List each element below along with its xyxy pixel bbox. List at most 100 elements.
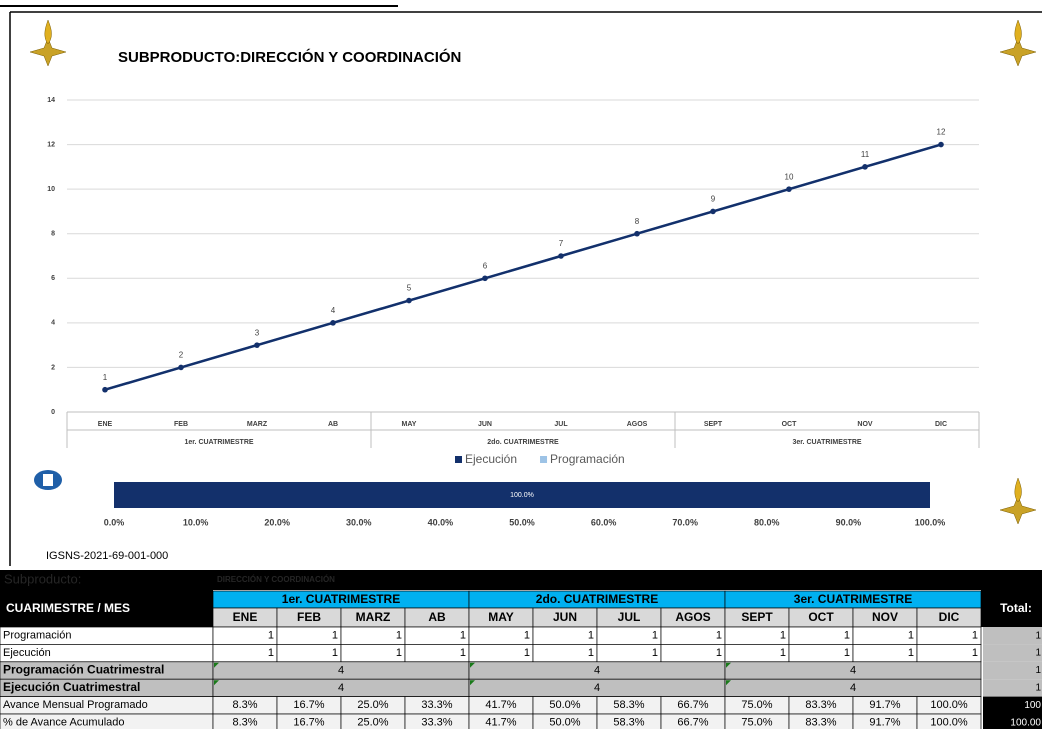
cell-value: 75.0%: [741, 699, 772, 711]
point: [862, 164, 868, 170]
row-label: Programación: [3, 630, 71, 642]
x-tick-label: 10.0%: [183, 517, 209, 527]
cell-value: 25.0%: [357, 717, 388, 729]
x-tick-label: 60.0%: [591, 517, 617, 527]
cell-value: 8.3%: [232, 717, 257, 729]
cell-value: 1: [396, 647, 402, 659]
point: [406, 297, 412, 304]
row-label: Ejecución Cuatrimestral: [3, 680, 140, 694]
cell-value: 58.3%: [613, 717, 644, 729]
cell-value: 100.0%: [930, 717, 968, 729]
logo: [999, 19, 1037, 67]
cell-value: 91.7%: [869, 717, 900, 729]
group-label: 3er. CUATRIMESTRE: [792, 439, 861, 446]
document-icon[interactable]: [34, 470, 62, 490]
cell-value: 1: [844, 630, 850, 642]
total-label: Total:: [1000, 601, 1032, 615]
cell-value: 1: [396, 630, 402, 642]
point: [482, 275, 488, 282]
cell-value: 4: [338, 664, 344, 676]
month-header-label: NOV: [872, 610, 898, 624]
data-label: 8: [635, 217, 640, 226]
x-tick-label: 90.0%: [836, 517, 862, 527]
y-tick-label: 6: [51, 275, 55, 282]
total-value: 1: [1035, 665, 1041, 676]
cell-marker: [214, 680, 219, 686]
month-header-label: SEPT: [741, 610, 773, 624]
cell-value: 83.3%: [805, 699, 836, 711]
data-label: 7: [559, 239, 564, 248]
bar: [114, 482, 930, 508]
month-header-label: JUN: [553, 610, 577, 624]
total-cell: [983, 627, 1042, 645]
cell-value: 4: [850, 664, 856, 676]
data-label: 100.0%: [510, 492, 534, 499]
total-value: 100.00: [1010, 717, 1041, 728]
cell-value: 1: [268, 647, 274, 659]
x-tick-label: FEB: [174, 421, 188, 428]
group-header-label: 1er. CUATRIMESTRE: [282, 592, 400, 606]
total-cell: [983, 661, 1042, 680]
subproduct: DIRECCIÓN Y COORDINACIÓN: [217, 575, 335, 584]
cell-value: 1: [844, 647, 850, 659]
x-tick-label: DIC: [935, 421, 947, 428]
y-tick-label: 14: [47, 97, 55, 104]
cell-value: 1: [780, 647, 786, 659]
row-label: Ejecución: [3, 647, 51, 659]
corner-label: CUARIMESTRE / MES: [6, 601, 130, 615]
cell: [916, 713, 982, 729]
y-tick-label: 4: [51, 320, 55, 327]
table-header-band: [0, 570, 1042, 590]
point: [786, 186, 792, 192]
y-tick-label: 10: [47, 186, 55, 193]
row-label: Avance Mensual Programado: [3, 699, 148, 711]
y-tick-label: 0: [51, 409, 55, 416]
x-tick-label: 20.0%: [264, 517, 290, 527]
cell-value: 83.3%: [805, 717, 836, 729]
logo: [29, 19, 67, 67]
cell-value: 1: [588, 630, 594, 642]
point: [254, 342, 260, 348]
cell-value: 4: [850, 682, 856, 694]
legend-swatch: [540, 456, 548, 463]
x-tick-label: NOV: [857, 421, 873, 428]
x-tick-label: SEPT: [704, 421, 723, 428]
point: [330, 320, 336, 326]
x-tick-label: 100.0%: [915, 517, 946, 527]
total-cell: [983, 696, 1042, 714]
cell-value: 1: [460, 647, 466, 659]
cell-marker: [470, 662, 475, 668]
cell-value: 66.7%: [677, 717, 708, 729]
x-tick-label: 30.0%: [346, 517, 372, 527]
data-label: 5: [407, 284, 412, 293]
x-tick-label: 0.0%: [104, 517, 125, 527]
cell-value: 1: [652, 647, 658, 659]
cell-value: 41.7%: [485, 699, 516, 711]
data-label: 6: [483, 261, 488, 270]
point: [558, 253, 564, 259]
cell-value: 16.7%: [293, 699, 324, 711]
cell-value: 4: [594, 682, 600, 694]
cell-value: 1: [716, 630, 722, 642]
group-label: 2do. CUATRIMESTRE: [487, 439, 559, 446]
cell-value: 50.0%: [549, 699, 580, 711]
chart-title: SUBPRODUCTO:DIRECCIÓN Y COORDINACIÓN: [118, 48, 461, 66]
x-tick-label: MARZ: [247, 421, 268, 428]
cell-value: 25.0%: [357, 699, 388, 711]
month-header-label: AGOS: [675, 610, 710, 624]
point: [178, 364, 184, 371]
cell-value: 8.3%: [232, 699, 257, 711]
x-tick-label: ENE: [98, 421, 113, 428]
month-header-label: MARZ: [356, 610, 391, 624]
total-cell: [983, 679, 1042, 697]
y-tick-label: 12: [47, 141, 55, 148]
code: IGSNS-2021-69-001-000: [46, 550, 168, 562]
point: [102, 386, 108, 393]
cell-value: 1: [652, 630, 658, 642]
x-tick-label: OCT: [782, 421, 798, 428]
group-label: 1er. CUATRIMESTRE: [184, 439, 253, 446]
x-tick-label: 80.0%: [754, 517, 780, 527]
x-tick-label: JUN: [478, 421, 492, 428]
row-label: Programación Cuatrimestral: [3, 663, 164, 677]
